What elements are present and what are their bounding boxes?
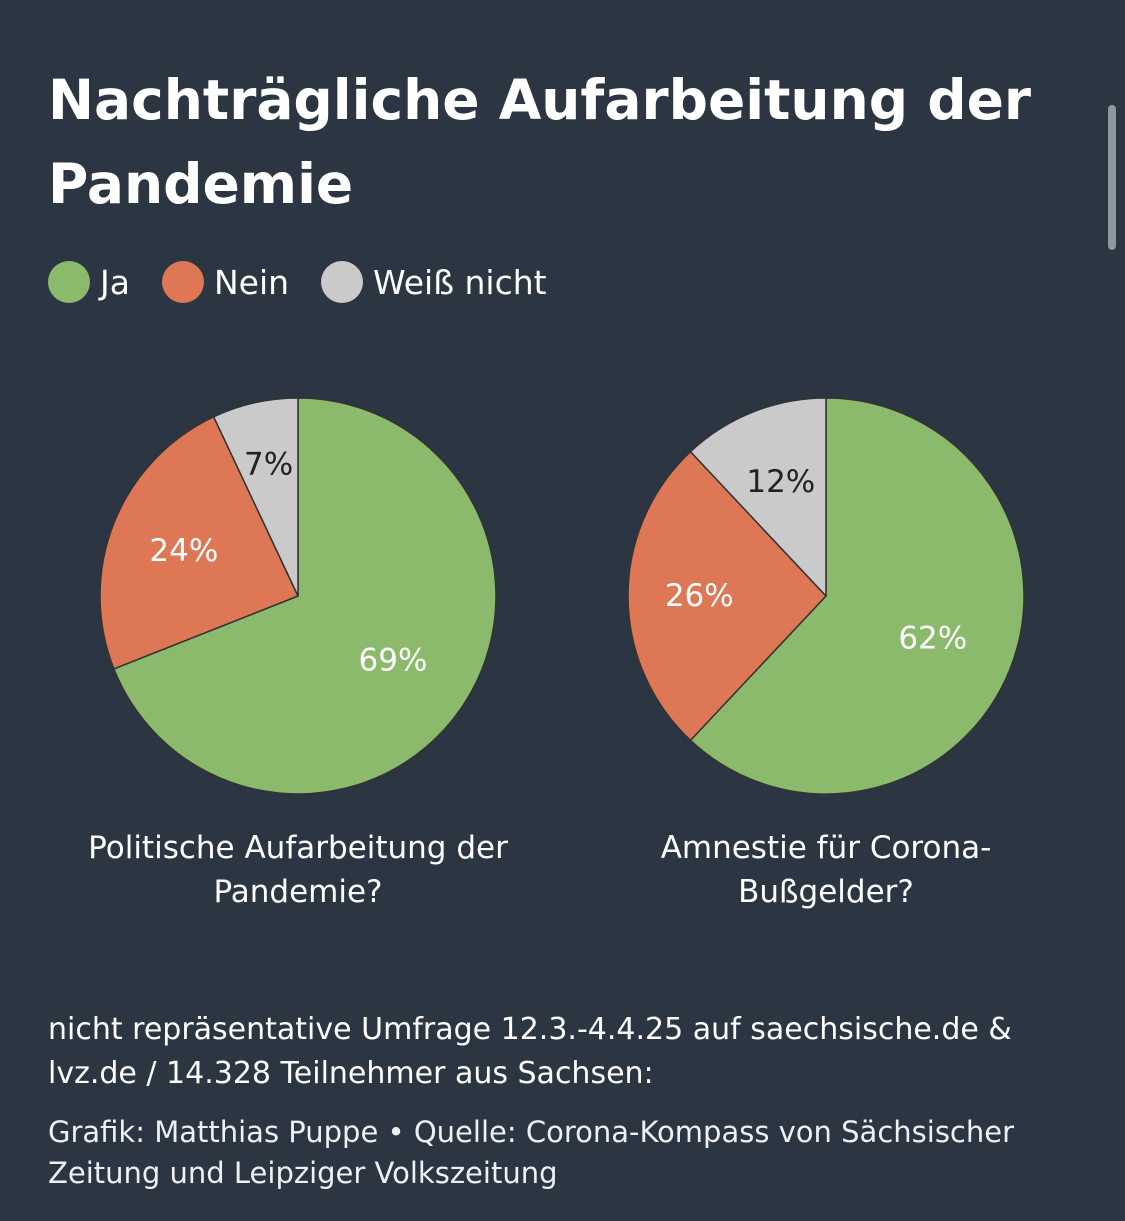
pie-2-slice-ja [689,397,1025,795]
chart-2-title: Amnestie für Corona-Bußgelder? [660,830,992,910]
pie-2-slice-nein [627,450,827,742]
legend-item-ja: Ja [48,261,130,303]
legend-swatch-weiss-nicht [321,261,364,303]
pie-1-slice-ja [113,397,497,795]
pie-1-slice-weiss-nicht [212,397,299,597]
legend-item-nein: Nein [161,261,290,303]
pie-1-slice-nein [99,416,299,670]
page-title: Nachträgliche Aufarbeitung der Pandemie [48,68,1032,216]
legend-swatch-ja [48,261,90,303]
pie-2-label-weiss-nicht: 12% [746,464,815,500]
pie-chart-2: 62% 26% 12% [627,397,1025,795]
scrollbar[interactable] [1108,105,1116,250]
pie-1-label-weiss-nicht: 7% [244,447,293,483]
legend-label-weiss-nicht: Weiß nicht [373,262,547,302]
pie-2-slice-weiss-nicht [689,397,827,597]
source-credit: Grafik: Matthias Puppe • Quelle: Corona-… [48,1115,1015,1190]
legend-label-ja: Ja [100,262,130,302]
pie-2-label-ja: 62% [898,620,967,656]
legend-label-nein: Nein [213,262,290,302]
pie-chart-1: 69% 24% 7% [99,397,497,795]
chart-1-title: Politische Aufarbeitung der Pandemie? [88,830,508,910]
pie-charts: 69% 24% 7% 62% 26% 12% [99,397,1025,795]
survey-note: nicht repräsentative Umfrage 12.3.-4.4.2… [48,1012,1012,1091]
pie-1-label-nein: 24% [149,533,218,569]
pie-1-label-ja: 69% [359,643,428,679]
legend: Ja Nein Weiß nicht [48,258,579,306]
pie-2-label-nein: 26% [665,578,734,614]
legend-item-weiss-nicht: Weiß nicht [321,261,547,303]
legend-swatch-nein [161,261,204,303]
